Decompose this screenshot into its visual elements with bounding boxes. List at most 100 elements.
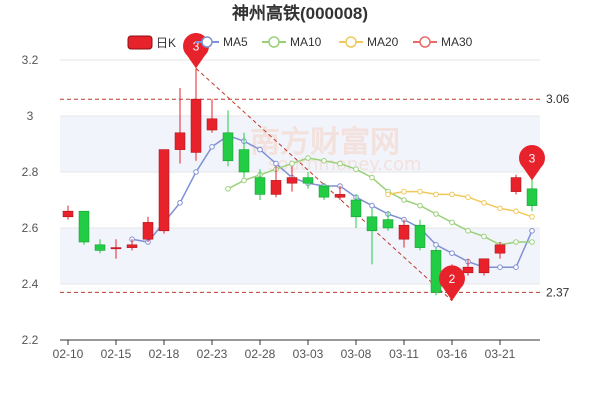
ma10-point (401, 197, 407, 203)
trend-line-segment (195, 68, 453, 302)
legend-item: MA5 (195, 35, 248, 49)
pin-marker: 3 (519, 145, 546, 181)
legend-item: 日K (127, 35, 176, 50)
ma10-point (433, 211, 439, 217)
ma10-point (529, 239, 535, 245)
ma20-point (513, 208, 519, 214)
legend: 日K MA5 MA10 MA20 MA30 (127, 35, 473, 50)
candle-body (158, 149, 170, 232)
ma20-point (465, 194, 471, 200)
candle-body (382, 219, 394, 229)
legend-point-swatch (345, 36, 357, 48)
ma10-point (465, 228, 471, 234)
pin-shape (519, 145, 546, 181)
candle-body (110, 247, 122, 250)
candlestick (222, 110, 234, 167)
x-tick-label: 03-11 (389, 347, 419, 361)
ma10-point (417, 202, 423, 209)
ma20-point (417, 188, 423, 195)
ma10-point (513, 239, 519, 245)
candle-body (286, 177, 298, 184)
ma10-point (337, 160, 343, 167)
candle-body (494, 244, 506, 254)
ma5-point (257, 146, 263, 153)
x-tick-label: 03-16 (437, 347, 468, 361)
x-tick-label: 02-18 (149, 347, 180, 361)
candlestick (334, 186, 346, 200)
y-tick-label: 2.6 (22, 221, 39, 235)
candle-body (238, 149, 250, 173)
candlestick (174, 88, 186, 164)
candlestick (62, 205, 74, 220)
ma5-point (273, 160, 279, 167)
ma20-point (401, 188, 407, 195)
candle-body (350, 199, 362, 218)
candlestick (286, 166, 298, 192)
ma20-point (481, 200, 487, 206)
candlestick (494, 242, 506, 259)
ma5-point (497, 264, 503, 271)
candle-body (478, 258, 490, 274)
ma20-point (529, 214, 535, 220)
ma5-point (513, 264, 519, 271)
ma10-point (449, 219, 455, 226)
ma10-line (227, 157, 532, 246)
candlestick (350, 194, 362, 228)
candle-body (318, 185, 330, 198)
legend-swatch (127, 35, 153, 50)
ma10-point (289, 160, 295, 167)
candlestick (190, 68, 202, 161)
candle-body (334, 194, 346, 198)
y-tick-label: 2.2 (22, 333, 39, 347)
candlestick (430, 247, 442, 296)
candlestick (254, 169, 266, 200)
candle-body (126, 244, 138, 248)
candlestick (94, 239, 106, 254)
candle-body (398, 224, 410, 240)
candlestick (78, 210, 90, 245)
legend-item: MA10 (262, 35, 322, 49)
y-tick-label: 2.4 (22, 277, 39, 291)
candle-body (254, 177, 266, 195)
legend-label: MA30 (441, 35, 473, 49)
candlestick (302, 172, 314, 189)
legend-point-swatch (419, 36, 431, 48)
candlestick (126, 239, 138, 251)
legend-item: MA20 (339, 35, 399, 49)
candlestick (110, 239, 122, 259)
candlestick (206, 99, 218, 133)
chart-title: 神州高铁(000008) (232, 3, 368, 23)
candle-body (78, 210, 90, 243)
candle-body (526, 188, 538, 206)
ma10-point (305, 155, 311, 161)
watermark-text: 南方财富网 (250, 125, 400, 160)
candlestick (142, 216, 154, 242)
legend-point-swatch (201, 36, 213, 48)
candlestick (366, 208, 378, 265)
candle-body (190, 98, 202, 153)
background-bands (60, 116, 540, 284)
legend-point-swatch (268, 36, 280, 48)
pin-shape (439, 265, 466, 301)
candlestick (318, 183, 330, 200)
reference-lines: 3.06 2.37 (60, 92, 570, 299)
ma20-line (387, 190, 533, 218)
candle-body (206, 118, 218, 131)
ma5-point (529, 228, 535, 234)
ma20-point (433, 191, 439, 198)
ma10-point (241, 177, 247, 184)
candlestick (238, 132, 250, 178)
pin-label: 3 (193, 39, 200, 53)
candle-body (366, 216, 378, 232)
legend-label: MA10 (290, 35, 322, 49)
candlestick (462, 258, 474, 276)
candlestick (270, 166, 282, 198)
ma10-point (481, 233, 487, 240)
ma5-point (177, 200, 183, 206)
candle-body (222, 132, 234, 162)
candle-body (142, 222, 154, 240)
candle-body (414, 224, 426, 248)
ma5-point (433, 242, 439, 248)
ma10-point (321, 158, 327, 164)
